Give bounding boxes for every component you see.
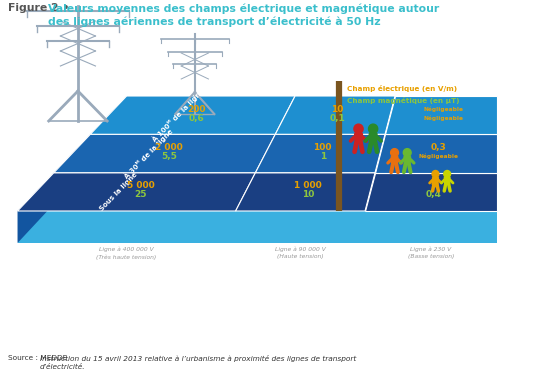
Text: Ligne à 90 000 V
(Haute tension): Ligne à 90 000 V (Haute tension) [275, 247, 326, 259]
Text: Source : MEDDE: Source : MEDDE [8, 355, 70, 361]
Circle shape [432, 170, 439, 178]
Text: À 30ᴹ de la ligne: À 30ᴹ de la ligne [123, 127, 174, 180]
Text: 25: 25 [135, 190, 147, 199]
Text: 200: 200 [188, 105, 206, 114]
Text: 0,1: 0,1 [330, 114, 346, 123]
Text: 10: 10 [331, 105, 344, 114]
Text: Champ magnétique (en µT): Champ magnétique (en µT) [347, 97, 459, 104]
Text: 0,3: 0,3 [430, 143, 446, 152]
Text: 5 000: 5 000 [126, 181, 154, 190]
Text: 0,4: 0,4 [426, 190, 441, 199]
Polygon shape [18, 173, 256, 211]
Text: Ligne à 230 V
(Basse tension): Ligne à 230 V (Basse tension) [408, 247, 454, 259]
Polygon shape [54, 134, 276, 173]
Polygon shape [276, 96, 395, 134]
Polygon shape [18, 211, 497, 243]
Polygon shape [391, 157, 398, 164]
Text: 1: 1 [319, 152, 326, 161]
Polygon shape [433, 178, 438, 184]
Text: 0,6: 0,6 [189, 114, 205, 123]
Text: 100: 100 [314, 143, 332, 152]
Circle shape [391, 149, 398, 157]
Text: Négligeable: Négligeable [423, 106, 464, 112]
Text: Champ électrique (en V/m): Champ électrique (en V/m) [347, 84, 457, 91]
Text: 9: 9 [430, 181, 437, 190]
Circle shape [444, 170, 451, 178]
Text: Valeurs moyennes des champs électrique et magnétique autour
des lignes aériennes: Valeurs moyennes des champs électrique e… [48, 3, 439, 27]
Text: Ligne à 400 000 V
(Très haute tension): Ligne à 400 000 V (Très haute tension) [96, 247, 157, 260]
Polygon shape [385, 96, 497, 134]
Text: À 100ᴹ de la ligne: À 100ᴹ de la ligne [151, 87, 206, 143]
Text: 1 000: 1 000 [294, 181, 322, 190]
Polygon shape [404, 157, 411, 164]
Polygon shape [236, 173, 375, 211]
Text: 2 000: 2 000 [155, 143, 183, 152]
Polygon shape [90, 96, 295, 134]
Polygon shape [375, 134, 497, 173]
Polygon shape [354, 134, 362, 142]
Text: Instruction du 15 avril 2013 relative à l’urbanisme à proximité des lignes de tr: Instruction du 15 avril 2013 relative à … [40, 355, 356, 370]
Text: Sous la ligne: Sous la ligne [99, 172, 139, 212]
Text: Négligeable: Négligeable [419, 154, 458, 159]
Text: 10: 10 [302, 190, 314, 199]
Polygon shape [18, 96, 126, 243]
Polygon shape [444, 178, 450, 184]
Polygon shape [365, 173, 497, 211]
Text: 5,5: 5,5 [161, 152, 177, 161]
Text: Négligeable: Négligeable [423, 115, 464, 121]
Polygon shape [256, 134, 385, 173]
Circle shape [369, 124, 378, 134]
Polygon shape [369, 134, 377, 142]
Text: Figure 2 •: Figure 2 • [8, 3, 73, 13]
Circle shape [354, 124, 363, 134]
Circle shape [403, 149, 411, 157]
